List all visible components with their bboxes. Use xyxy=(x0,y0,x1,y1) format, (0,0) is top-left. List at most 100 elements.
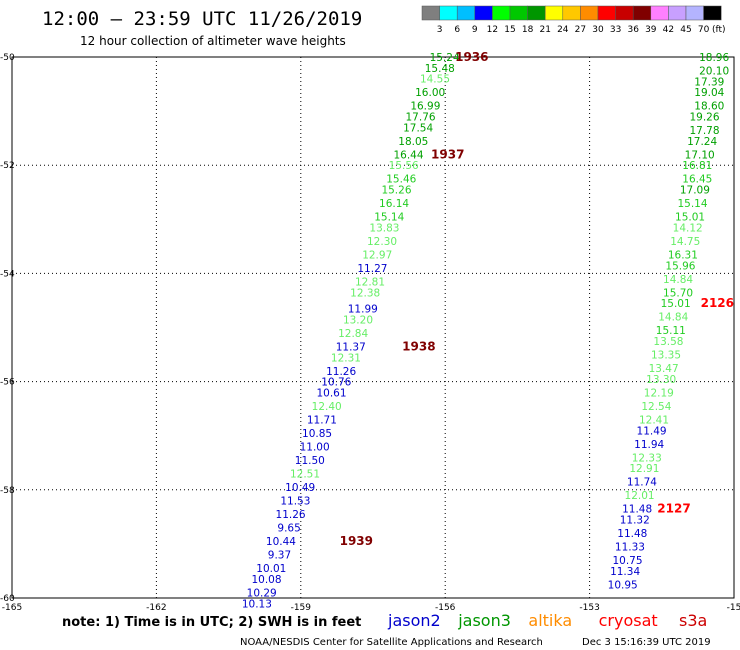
swh-value-label: 11.50 xyxy=(295,455,325,467)
swh-value-label: 16.14 xyxy=(379,198,409,210)
scale-tick-label: 70 xyxy=(698,25,710,35)
y-tick-label: -58 xyxy=(0,486,15,496)
swh-value-label: 17.54 xyxy=(403,122,433,134)
series-legend-jason3: jason3 xyxy=(457,611,511,630)
swh-value-label: 18.96 xyxy=(699,52,729,64)
scale-tick-label: 6 xyxy=(454,25,460,35)
swh-value-label: 12.31 xyxy=(331,352,361,364)
scale-tick-label: 30 xyxy=(592,25,604,35)
wave-height-color-scale: 3 6 9 12 15 18 21 24 27 30 33 36 39 42 45 70 xyxy=(421,5,722,35)
swh-value-label: 11.48 xyxy=(617,528,647,540)
swh-value-label: 10.76 xyxy=(321,377,351,389)
swh-value-label: 18.60 xyxy=(694,101,724,113)
swh-value-label: 12.38 xyxy=(350,287,380,299)
swh-value-label: 13.20 xyxy=(343,314,373,326)
swh-value-label: 15.48 xyxy=(425,63,455,75)
series-legend-cryosat: cryosat xyxy=(599,611,658,630)
swh-value-label: 11.48 xyxy=(622,504,652,516)
swh-value-label: 16.44 xyxy=(393,149,423,161)
swh-value-label: 12.33 xyxy=(632,452,662,464)
swh-value-label: 11.74 xyxy=(627,477,657,489)
swh-value-label: 11.33 xyxy=(615,542,645,554)
scale-swatch xyxy=(562,5,581,21)
swh-value-label: 12.30 xyxy=(367,236,397,248)
swh-value-label: 10.13 xyxy=(242,598,272,610)
scale-swatch xyxy=(632,5,652,21)
pass-time-label: 1937 xyxy=(431,147,464,161)
time-labels: 1936 1937 1938 1939 2126 2127 xyxy=(340,50,734,548)
scale-swatch xyxy=(474,5,493,21)
series-legend-s3a: s3a xyxy=(679,611,707,630)
swh-value-label: 12.01 xyxy=(625,490,655,502)
plot-grid xyxy=(12,57,734,598)
swh-value-label: 15.70 xyxy=(663,287,693,299)
scale-tick-label: 33 xyxy=(610,25,621,35)
swh-value-label: 15.01 xyxy=(661,298,691,310)
pass-time-label: 2126 xyxy=(701,296,734,310)
swh-value-label: 12.91 xyxy=(629,463,659,475)
swh-value-label: 12.81 xyxy=(355,277,385,289)
pass-time-label: 1936 xyxy=(455,50,488,64)
swh-value-label: 11.49 xyxy=(637,425,667,437)
scale-tick-label: 42 xyxy=(663,25,674,35)
swh-value-label: 12.84 xyxy=(338,328,368,340)
scale-swatch xyxy=(421,5,440,21)
scale-tick-label: 9 xyxy=(472,25,478,35)
swh-value-label: 15.01 xyxy=(675,212,705,224)
scale-tick-label: 27 xyxy=(575,25,586,35)
scale-tick-label: 3 xyxy=(437,25,443,35)
swh-value-label: 15.14 xyxy=(374,212,404,224)
swh-value-label: 10.75 xyxy=(612,555,642,567)
swh-value-label: 11.37 xyxy=(336,341,366,353)
swh-value-label: 16.45 xyxy=(682,174,712,186)
swh-value-label: 15.26 xyxy=(381,185,411,197)
series-legend: jason2 jason3 altika cryosat s3a xyxy=(387,611,707,630)
x-tick-label: -15 xyxy=(727,603,740,613)
plot-border xyxy=(11,56,735,599)
scale-swatch xyxy=(685,5,704,21)
scale-tick-label: 36 xyxy=(627,25,639,35)
swh-value-label: 15.24 xyxy=(430,52,460,64)
swh-value-label: 16.31 xyxy=(668,249,698,261)
x-tick-label: -156 xyxy=(435,603,456,613)
swh-value-label: 10.44 xyxy=(266,536,296,548)
swh-value-label: 15.56 xyxy=(389,160,419,172)
scale-swatch xyxy=(597,5,616,21)
scale-swatch xyxy=(615,5,634,21)
swh-value-label: 15.11 xyxy=(656,325,686,337)
scale-tick-label: 24 xyxy=(557,25,569,35)
scale-swatch xyxy=(650,5,669,21)
x-tick-label: -153 xyxy=(579,603,599,613)
swh-value-label: 19.26 xyxy=(689,112,719,124)
swh-value-label: 11.26 xyxy=(276,509,306,521)
swh-value-label: 9.65 xyxy=(277,523,300,535)
axis-tick-labels: -165 -162 -159 -156 -153 -15 -50 -52 -54 -56 -58 -6… xyxy=(0,53,740,613)
x-tick-label: -165 xyxy=(2,603,22,613)
swh-value-label: 12.40 xyxy=(312,401,342,413)
swh-value-label: 13.47 xyxy=(649,363,679,375)
swh-value-label: 11.53 xyxy=(280,496,310,508)
scale-swatch xyxy=(668,5,687,21)
swh-value-label: 19.04 xyxy=(694,87,724,99)
x-tick-label: -159 xyxy=(291,603,312,613)
series-legend-altika: altika xyxy=(528,611,572,630)
scale-swatch xyxy=(509,5,528,21)
swh-value-label: 17.09 xyxy=(680,185,710,197)
scale-swatch xyxy=(580,5,599,21)
y-tick-label: -56 xyxy=(0,378,15,388)
y-tick-label: -52 xyxy=(0,161,15,171)
swh-value-label: 14.84 xyxy=(658,312,688,324)
swh-value-label: 17.39 xyxy=(694,76,724,88)
series-legend-jason2: jason2 xyxy=(387,611,441,630)
swh-value-label: 10.08 xyxy=(251,574,281,586)
swh-value-label: 12.19 xyxy=(644,387,674,399)
swh-value-label: 17.10 xyxy=(685,149,715,161)
swh-value-label: 12.54 xyxy=(641,401,671,413)
swh-value-label: 14.84 xyxy=(663,274,693,286)
scale-swatch xyxy=(439,5,458,21)
swh-value-label: 15.14 xyxy=(677,198,707,210)
swh-value-label: 13.30 xyxy=(646,374,676,386)
swh-value-label: 10.01 xyxy=(256,563,286,575)
swh-value-label: 14.55 xyxy=(420,74,450,86)
chart-title: 12:00 – 23:59 UTC 11/26/2019 xyxy=(42,8,362,30)
